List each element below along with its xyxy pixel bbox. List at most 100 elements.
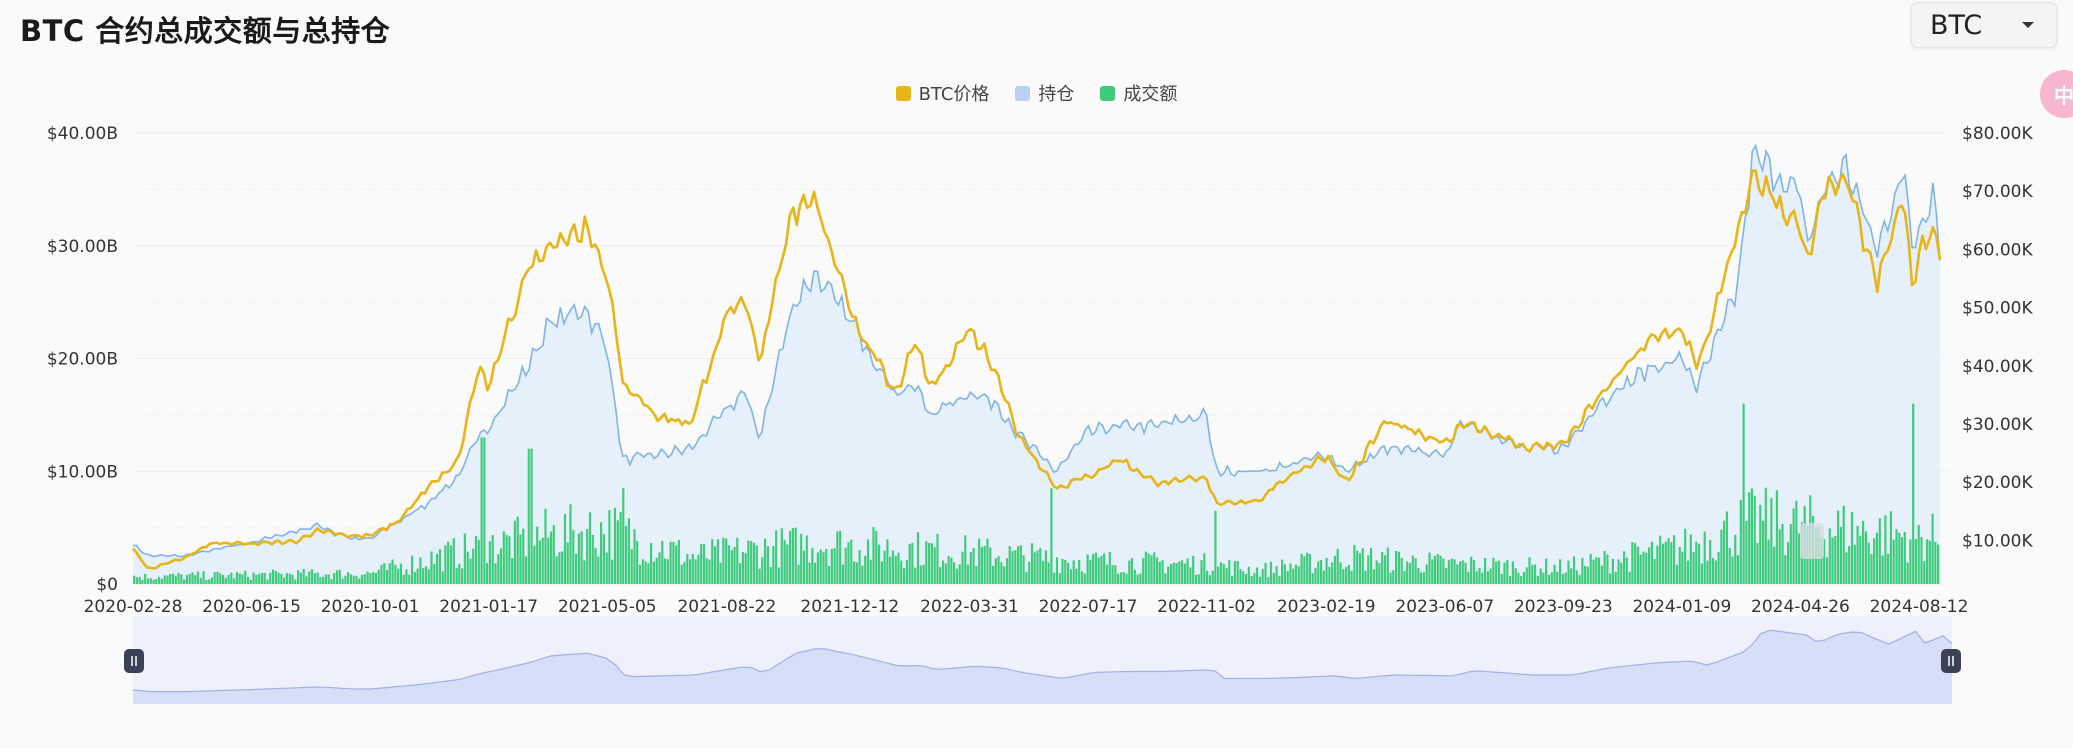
- volume-bar: [1447, 560, 1450, 584]
- volume-bar: [283, 577, 286, 584]
- volume-bar: [1064, 559, 1067, 584]
- volume-bar: [274, 571, 277, 584]
- volume-bar: [144, 573, 147, 584]
- legend-item-volume[interactable]: 成交额: [1100, 80, 1177, 106]
- volume-bar: [1845, 552, 1848, 584]
- volume-bar: [1425, 564, 1428, 584]
- volume-bar: [1714, 560, 1717, 584]
- legend-item-price[interactable]: BTC价格: [895, 80, 989, 106]
- volume-bar: [1650, 541, 1653, 584]
- volume-bar: [1428, 552, 1431, 584]
- volume-bar: [905, 559, 908, 584]
- volume-bar: [686, 554, 689, 584]
- volume-bar: [1189, 567, 1192, 584]
- volume-bar: [886, 539, 889, 584]
- volume-bar: [1581, 557, 1584, 584]
- volume-bar: [750, 541, 753, 584]
- volume-bar: [411, 555, 414, 584]
- volume-bar: [386, 570, 389, 584]
- volume-bar: [291, 575, 294, 584]
- volume-bar: [477, 540, 480, 584]
- volume-bar: [1739, 500, 1742, 584]
- volume-bar: [1534, 564, 1537, 584]
- volume-bar: [1572, 556, 1576, 584]
- coin-selector[interactable]: BTC: [1911, 2, 2057, 48]
- volume-bar: [1186, 558, 1189, 584]
- volume-bar: [903, 568, 906, 584]
- volume-bar: [575, 553, 578, 584]
- volume-bar: [733, 547, 736, 584]
- volume-bar: [1686, 560, 1690, 584]
- volume-bar: [591, 535, 594, 584]
- volume-bar: [1178, 561, 1181, 584]
- legend-item-open-interest[interactable]: 持仓: [1015, 80, 1074, 106]
- volume-bar: [1903, 531, 1906, 584]
- volume-bar: [1500, 574, 1503, 584]
- volume-bar: [1711, 557, 1715, 584]
- navigator-handle-right[interactable]: [1941, 649, 1961, 673]
- volume-bar: [675, 545, 678, 584]
- volume-bar: [280, 573, 283, 584]
- volume-bar: [816, 552, 819, 584]
- volume-bar: [727, 545, 731, 584]
- navigator-handle-left[interactable]: [124, 649, 144, 673]
- volume-bar: [725, 538, 728, 584]
- y-right-tick-label: $60.00K: [1962, 240, 2033, 260]
- volume-bar: [1242, 571, 1245, 584]
- legend-label-volume: 成交额: [1123, 84, 1178, 105]
- volume-bar: [811, 547, 814, 584]
- volume-bar: [961, 551, 964, 584]
- volume-bar: [302, 569, 305, 584]
- volume-bar: [1506, 559, 1509, 584]
- volume-bar: [1556, 571, 1559, 584]
- volume-bar: [561, 551, 564, 584]
- volume-bar: [1356, 550, 1359, 584]
- volume-bar: [597, 556, 600, 584]
- volume-bar: [1753, 495, 1756, 584]
- volume-bar: [1250, 576, 1253, 584]
- volume-bar: [377, 569, 380, 584]
- volume-bar: [1787, 542, 1790, 584]
- volume-bar: [491, 535, 494, 584]
- y-left-tick-label: $40.00B: [47, 124, 118, 144]
- y-right-tick-label: $80.00K: [1962, 124, 2033, 144]
- volume-bar: [1105, 564, 1109, 584]
- volume-bar: [330, 579, 333, 584]
- volume-bar: [1345, 567, 1348, 584]
- volume-bar: [1642, 551, 1645, 584]
- volume-bar: [1336, 548, 1339, 584]
- volume-bar: [1909, 539, 1912, 584]
- volume-bar: [1731, 556, 1734, 584]
- volume-bar: [1859, 535, 1862, 584]
- volume-bar: [1634, 543, 1637, 584]
- volume-bar: [939, 567, 942, 584]
- side-float-tab[interactable]: 中: [2040, 70, 2073, 118]
- volume-bar: [1745, 520, 1748, 584]
- volume-bar: [480, 437, 483, 584]
- volume-bar: [183, 579, 186, 584]
- volume-bar: [1770, 497, 1773, 584]
- volume-bar: [992, 566, 995, 584]
- volume-bar: [955, 568, 958, 584]
- volume-bar: [1083, 573, 1086, 584]
- volume-bar: [1503, 562, 1506, 584]
- volume-bar: [1678, 547, 1681, 584]
- volume-bar: [1720, 529, 1723, 584]
- y-left-tick-label: $20.00B: [47, 350, 118, 370]
- volume-bar: [605, 552, 608, 584]
- volume-bar: [1736, 555, 1740, 584]
- volume-bar: [530, 448, 533, 584]
- volume-bar: [180, 574, 183, 584]
- volume-bar: [391, 559, 394, 584]
- volume-bar: [1667, 538, 1670, 584]
- volume-bar: [1025, 572, 1028, 584]
- volume-bar: [1850, 512, 1854, 584]
- volume-bar: [719, 562, 722, 584]
- volume-bar: [638, 564, 642, 584]
- volume-bar: [1734, 534, 1737, 584]
- volume-bar: [1100, 555, 1103, 584]
- volume-bar: [166, 575, 169, 584]
- volume-bar: [878, 544, 881, 584]
- volume-bar: [1258, 576, 1261, 584]
- volume-bar: [805, 535, 808, 584]
